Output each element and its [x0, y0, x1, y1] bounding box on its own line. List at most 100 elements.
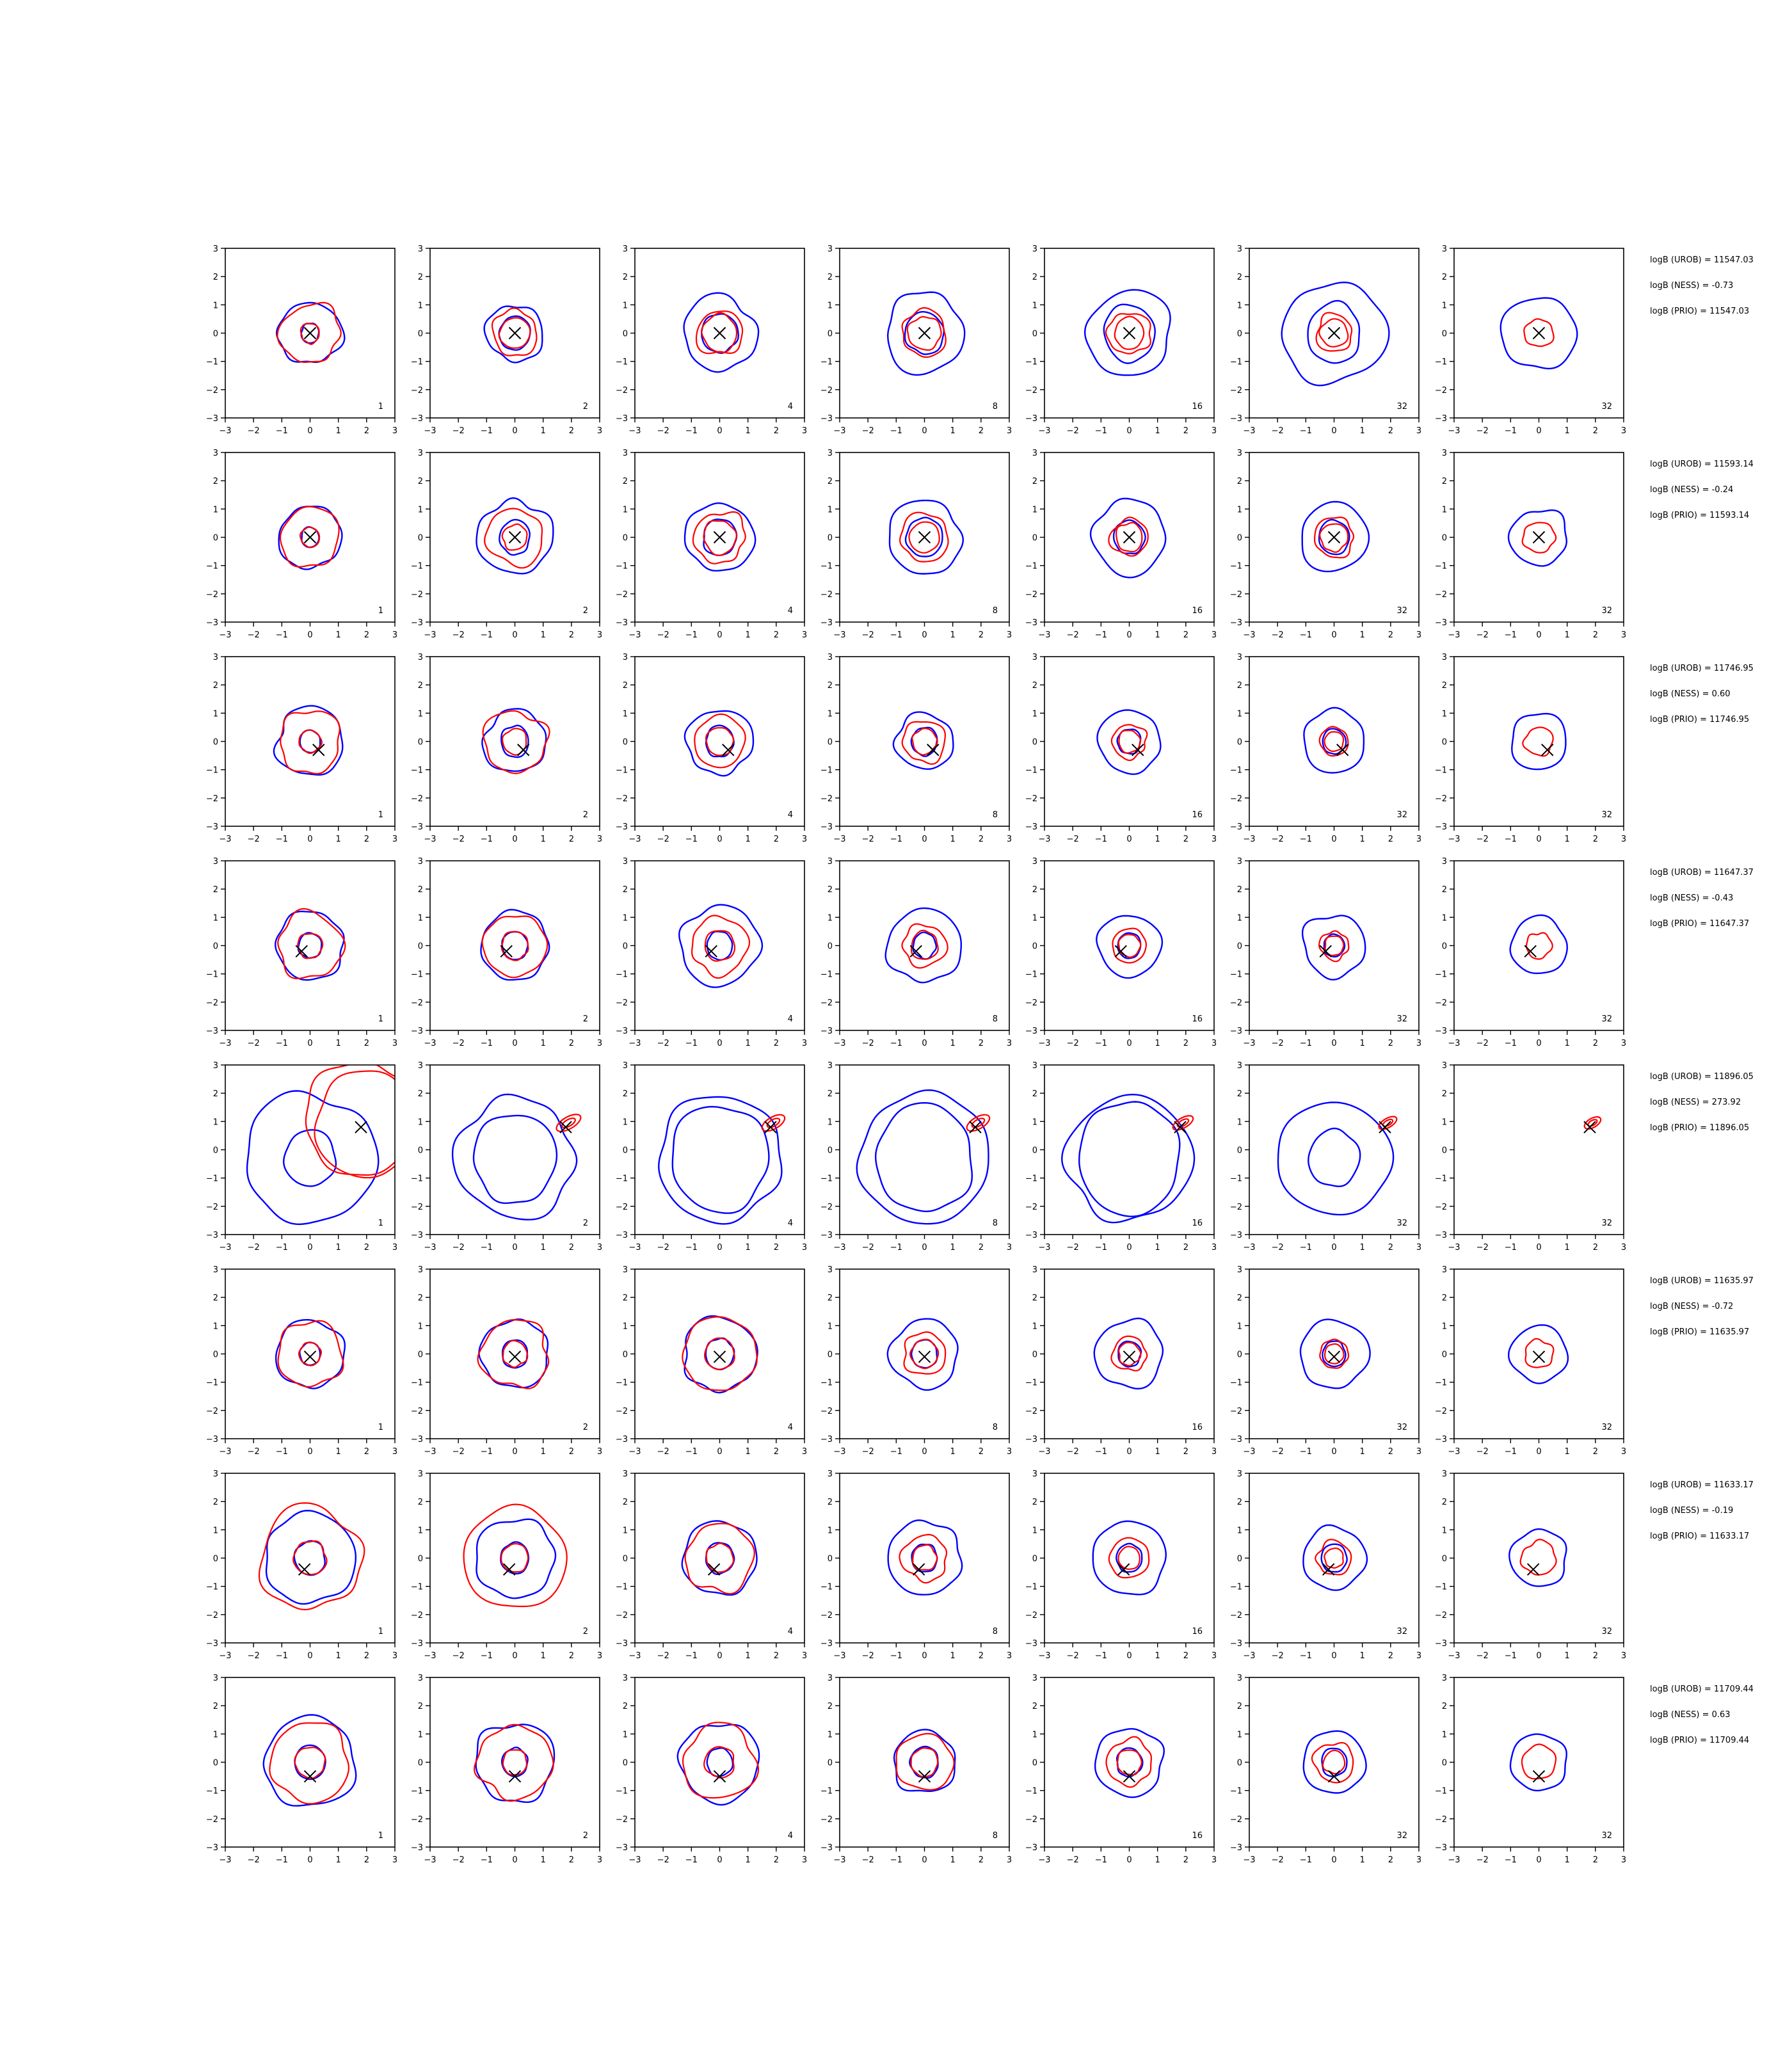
subplot-count-label: 4 [788, 810, 793, 820]
axes-frame [1453, 1064, 1624, 1235]
axes-frame [634, 1268, 805, 1439]
x-tick-label: 0 [1126, 426, 1132, 436]
y-tick-label: 1 [828, 1322, 833, 1331]
x-tick-label: −1 [890, 630, 902, 640]
x-tick-label: −1 [481, 426, 493, 436]
y-tick-label: 1 [623, 1730, 628, 1740]
y-tick-label: −2 [206, 1815, 218, 1825]
y-tick-label: −3 [616, 1435, 628, 1444]
y-tick-label: −2 [411, 1203, 423, 1212]
y-tick-label: 0 [828, 1350, 833, 1360]
y-tick-label: −1 [411, 562, 423, 572]
marker-x [1327, 326, 1341, 340]
subplot-count-label: 2 [583, 1627, 588, 1636]
y-tick-label: −1 [820, 1787, 833, 1796]
x-tick-label: −2 [1272, 426, 1284, 436]
x-tick-label: −2 [1272, 1243, 1284, 1252]
x-tick-label: 0 [1126, 1651, 1132, 1661]
subplot-r3-c3: −3−3 −2 −2 −1 −1 0 0 1 1 2 2 3 3 4 [616, 653, 807, 844]
x-tick-label: 0 [922, 1039, 927, 1048]
red-contour-outer [1318, 930, 1350, 963]
x-tick-label: −1 [481, 1855, 493, 1865]
x-tick-label: 3 [597, 1651, 602, 1661]
x-tick-label: −1 [1505, 1855, 1517, 1865]
x-tick-label: 1 [541, 1855, 546, 1865]
marker-x [1327, 1350, 1341, 1363]
blue-contour-outer [888, 499, 964, 575]
y-tick-label: −1 [1025, 1787, 1037, 1796]
subplot-count-label: 32 [1601, 1627, 1612, 1636]
y-tick-label: 2 [418, 681, 423, 691]
marker-x [918, 326, 931, 340]
x-tick-label: 3 [392, 426, 397, 436]
subplot-count-label: 32 [1396, 1423, 1407, 1432]
x-tick-label: 1 [746, 835, 751, 844]
x-tick-label: 2 [1593, 1447, 1598, 1457]
axes-frame [634, 656, 805, 827]
y-tick-label: −1 [1025, 1379, 1037, 1388]
x-tick-label: −3 [1243, 630, 1255, 640]
blue-contour-outer [451, 1093, 578, 1220]
marker-x [1327, 531, 1341, 544]
y-tick-label: −3 [206, 1639, 218, 1649]
subplot-r4-c7: −3−3 −2 −2 −1 −1 0 0 1 1 2 2 3 3 32 [1435, 857, 1626, 1048]
blue-contour-outer [273, 705, 344, 776]
y-tick-label: 3 [1442, 1674, 1447, 1683]
subplot-r6-c2: −3−3 −2 −2 −1 −1 0 0 1 1 2 2 3 3 2 [411, 1265, 602, 1457]
y-tick-label: −2 [1435, 998, 1447, 1008]
logb-annotation: logB (NESS) = 0.63 [1650, 1710, 1731, 1720]
x-tick-label: 1 [336, 630, 341, 640]
y-tick-label: −3 [820, 1435, 833, 1444]
red-contour-inner [298, 1341, 322, 1366]
red-contour-outer [692, 511, 746, 564]
y-tick-label: 3 [1442, 1061, 1447, 1071]
y-tick-label: −1 [820, 1174, 833, 1184]
x-tick-label: −3 [219, 630, 231, 640]
subplot-r8-c3: −3−3 −2 −2 −1 −1 0 0 1 1 2 2 3 3 4 [616, 1674, 807, 1865]
subplot-count-label: 8 [993, 1627, 998, 1636]
x-tick-label: −1 [1505, 1039, 1517, 1048]
x-tick-label: 1 [746, 1039, 751, 1048]
y-tick-label: −2 [206, 386, 218, 396]
x-tick-label: −1 [1300, 1447, 1312, 1457]
y-tick-label: 1 [623, 1117, 628, 1127]
x-tick-label: −3 [833, 630, 845, 640]
red-contour-outer [1524, 1338, 1555, 1368]
blue-contour-inner [500, 724, 529, 758]
red-contour-inner [298, 729, 323, 754]
x-tick-label: 3 [1416, 835, 1421, 844]
x-tick-label: −2 [1272, 1855, 1284, 1865]
y-tick-label: −2 [616, 1815, 628, 1825]
subplot-count-label: 2 [583, 810, 588, 820]
y-tick-label: 2 [1442, 681, 1447, 691]
subplot-r3-c2: −3−3 −2 −2 −1 −1 0 0 1 1 2 2 3 3 2 [411, 653, 602, 844]
y-tick-label: −3 [1230, 1843, 1242, 1853]
x-tick-label: 2 [1183, 1243, 1188, 1252]
y-tick-label: −1 [206, 1379, 218, 1388]
blue-contour-outer [476, 497, 554, 575]
blue-contour-outer [278, 506, 343, 570]
y-tick-label: 1 [213, 1730, 218, 1740]
axes-frame [1453, 1268, 1624, 1439]
y-tick-label: 3 [1442, 244, 1447, 254]
x-tick-label: −1 [1300, 835, 1312, 844]
y-tick-label: −1 [1025, 562, 1037, 572]
x-tick-label: 0 [512, 835, 517, 844]
marker-x [508, 326, 522, 340]
blue-contour-outer [1507, 509, 1568, 567]
x-tick-label: 2 [569, 1855, 574, 1865]
y-tick-label: 1 [418, 505, 423, 515]
y-tick-label: 2 [828, 1089, 833, 1099]
y-tick-label: 1 [418, 1322, 423, 1331]
blue-contour-outer [1060, 1093, 1196, 1224]
red-contour-inner [501, 523, 528, 551]
red-contour-outer [1108, 516, 1149, 557]
x-tick-label: −3 [1448, 1447, 1460, 1457]
y-tick-label: 0 [623, 330, 628, 339]
x-tick-label: 2 [979, 1243, 984, 1252]
y-tick-label: −1 [1025, 358, 1037, 367]
x-tick-label: −3 [219, 1447, 231, 1457]
y-tick-label: −2 [1230, 794, 1242, 804]
blue-contour-outer [1301, 915, 1366, 980]
x-tick-label: 0 [922, 1243, 927, 1252]
